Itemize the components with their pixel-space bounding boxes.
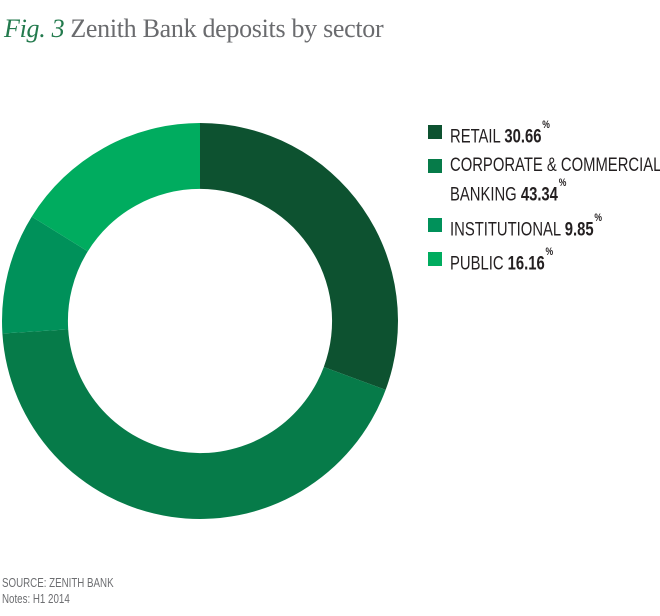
chart-legend: RETAIL 30.66% CORPORATE & COMMERCIAL BANK… (428, 119, 660, 281)
figure-footer: SOURCE: ZENITH BANK Notes: H1 2014 (2, 575, 114, 607)
legend-label-corporate-commercial-banking: CORPORATE & COMMERCIAL BANKING 43.34% (450, 155, 660, 206)
legend-swatch-institutional (428, 217, 442, 232)
percent-sign: % (545, 245, 554, 258)
percent-sign: % (542, 119, 550, 131)
legend-label-retail: RETAIL 30.66% (450, 119, 550, 148)
figure-title-text: Zenith Bank deposits by sector (70, 14, 384, 43)
donut-slice-retail (200, 123, 398, 390)
legend-value-corporate-commercial-banking: 43.34 (520, 184, 558, 206)
legend-item-corporate-commercial-banking: CORPORATE & COMMERCIAL BANKING 43.34% (428, 154, 660, 207)
legend-item-public: PUBLIC 16.16% (428, 245, 660, 276)
donut-chart (2, 123, 398, 519)
legend-value-retail: 30.66 (504, 126, 542, 148)
legend-label-institutional: INSTITUTIONAL 9.85% (450, 211, 602, 240)
donut-slice-institutional (2, 216, 88, 334)
legend-item-institutional: INSTITUTIONAL 9.85% (428, 211, 660, 242)
notes-line: Notes: H1 2014 (2, 592, 70, 606)
percent-sign: % (558, 177, 567, 190)
donut-slice-corporate-commercial-banking (2, 329, 386, 519)
percent-sign: % (594, 211, 602, 224)
figure-number: Fig. 3 (4, 14, 65, 43)
legend-item-retail: RETAIL 30.66% (428, 119, 660, 149)
donut-slice-public (31, 123, 201, 252)
legend-label-public: PUBLIC 16.16% (450, 245, 554, 275)
legend-value-institutional: 9.85 (564, 218, 594, 240)
legend-swatch-public (428, 251, 442, 266)
legend-swatch-corporate-commercial-banking (428, 159, 442, 174)
figure-title: Fig. 3 Zenith Bank deposits by sector (4, 14, 384, 44)
legend-swatch-retail (428, 125, 442, 139)
source-note: SOURCE: ZENITH BANK (2, 576, 114, 590)
legend-value-public: 16.16 (507, 253, 545, 275)
